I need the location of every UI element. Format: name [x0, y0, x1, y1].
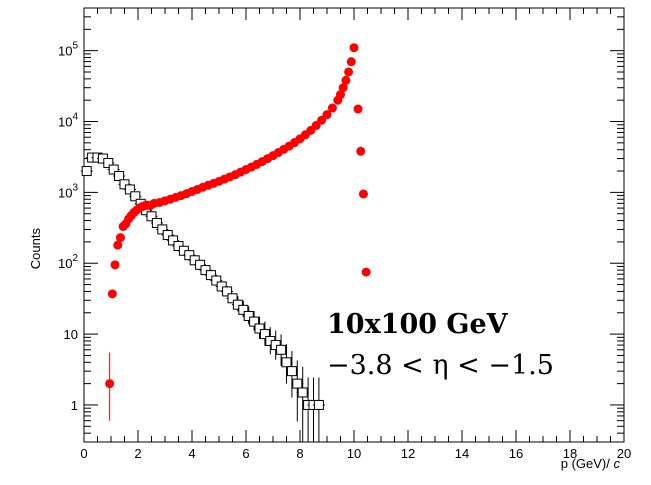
y-tick-label: 103: [58, 182, 78, 200]
red-point: [353, 104, 363, 114]
square-point: [211, 275, 222, 286]
square-point: [124, 184, 135, 195]
square-point: [81, 166, 92, 177]
square-point: [276, 344, 287, 355]
y-tick-label-base: 10: [58, 44, 72, 59]
red-point: [344, 67, 354, 77]
square-point: [195, 259, 206, 270]
y-tick-label-exponent: 4: [72, 112, 78, 123]
square-point: [200, 265, 211, 276]
square-point: [238, 304, 249, 315]
y-tick-label: 105: [58, 41, 78, 59]
square-point: [281, 357, 292, 368]
x-tick-label: 16: [509, 446, 523, 461]
y-axis-title: Counts: [28, 228, 43, 270]
x-tick-label: 12: [401, 446, 415, 461]
square-point: [119, 179, 130, 190]
red-point: [110, 260, 120, 270]
y-tick-label-exponent: 2: [72, 253, 78, 264]
y-tick-label-base: 10: [58, 185, 72, 200]
square-point: [259, 329, 270, 340]
x-tick-label: 2: [134, 446, 141, 461]
y-tick-label-base: 10: [58, 256, 72, 271]
red-point: [105, 379, 115, 389]
x-tick-label: 18: [563, 446, 577, 461]
y-tick-label-exponent: 5: [72, 41, 78, 52]
square-point: [205, 270, 216, 281]
y-tick-label-exponent: 3: [72, 182, 78, 193]
x-tick-label: 4: [188, 446, 195, 461]
red-point: [338, 83, 348, 93]
square-point: [286, 366, 297, 377]
square-point: [168, 235, 179, 246]
red-point: [113, 240, 123, 250]
y-tick-label: 10: [64, 327, 78, 342]
square-point: [249, 316, 260, 327]
plot-frame: [83, 7, 625, 443]
red-point: [322, 110, 332, 120]
x-axis-title: p (GeV)/ c: [561, 456, 621, 471]
square-point: [254, 323, 265, 334]
square-point: [232, 299, 243, 310]
series: [80, 43, 371, 442]
square-point: [243, 311, 254, 322]
red-point: [358, 189, 368, 199]
x-tick-label: 14: [455, 446, 469, 461]
red-point: [115, 233, 125, 243]
x-tick-label: 20: [617, 446, 631, 461]
y-tick-label: 104: [58, 112, 78, 130]
square-point: [162, 230, 173, 241]
x-axis-title-unit: c: [614, 456, 621, 471]
square-point: [130, 191, 141, 202]
red-point: [349, 43, 359, 53]
square-point: [157, 224, 168, 235]
red-point: [317, 115, 327, 125]
red-point: [356, 146, 366, 156]
square-point: [114, 171, 125, 182]
red-point: [107, 289, 117, 299]
x-tick-label: 8: [296, 446, 303, 461]
square-point: [313, 399, 324, 410]
y-tick-label-base: 10: [58, 115, 72, 130]
square-point: [151, 217, 162, 228]
square-point: [108, 164, 119, 175]
square-point: [184, 250, 195, 261]
red-point: [327, 103, 337, 113]
y-tick-label: 1: [71, 398, 78, 413]
square-point: [146, 211, 157, 222]
annotation-eta-range: −3.8 < η < −1.5: [327, 350, 554, 381]
square-point: [297, 387, 308, 398]
square-point: [227, 293, 238, 304]
red-point: [346, 57, 356, 67]
square-point: [103, 157, 114, 168]
x-axis-title-main: p (GeV)/: [561, 456, 614, 471]
x-tick-label: 0: [80, 446, 87, 461]
red-point: [336, 90, 345, 100]
square-point: [292, 378, 303, 389]
red-point: [341, 75, 351, 85]
square-point: [222, 286, 233, 297]
x-tick-label: 6: [242, 446, 249, 461]
x-tick-label: 10: [347, 446, 361, 461]
annotation-energy: 10x100 GeV: [327, 309, 509, 340]
y-tick-label: 102: [58, 253, 78, 271]
red-point: [361, 267, 371, 277]
